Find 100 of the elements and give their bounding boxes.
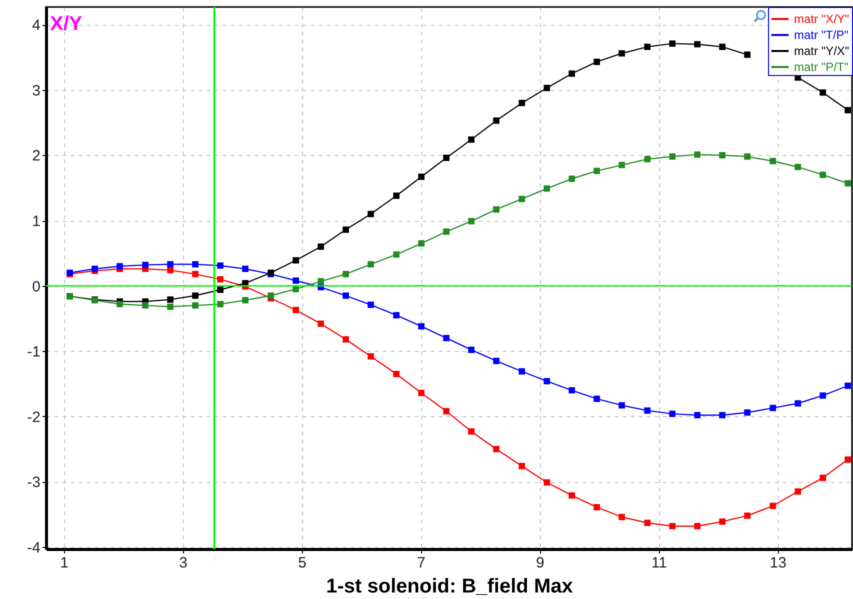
x-axis-title: 1-st solenoid: B_field Max [326, 576, 573, 598]
legend-label: matr "Y/X" [794, 44, 850, 58]
point [694, 522, 701, 530]
point [192, 270, 198, 278]
point [167, 261, 174, 268]
point [192, 302, 198, 309]
point [844, 107, 851, 114]
point [318, 278, 324, 284]
point [167, 267, 174, 274]
point [719, 412, 726, 418]
point [393, 192, 400, 199]
point [770, 502, 776, 510]
point [820, 172, 826, 178]
point [719, 152, 726, 158]
point [368, 302, 374, 308]
point [618, 402, 625, 408]
point [644, 407, 651, 414]
legend-label: matr "P/T" [794, 60, 849, 74]
chart-title: X/Y [50, 13, 83, 35]
point [844, 456, 851, 463]
point [744, 512, 750, 519]
point [292, 277, 299, 284]
point [744, 409, 750, 416]
point [468, 428, 474, 435]
point [493, 206, 500, 213]
point [217, 286, 224, 293]
point [719, 44, 726, 50]
y-tick-label: 2 [32, 148, 40, 165]
point [443, 408, 450, 414]
x-tick-label: 13 [770, 554, 786, 572]
point [770, 158, 776, 164]
point [192, 292, 198, 299]
point [694, 412, 701, 418]
point [342, 336, 349, 343]
point [493, 446, 500, 452]
point [292, 306, 299, 314]
point [694, 151, 701, 158]
point [242, 266, 248, 272]
point [594, 396, 600, 402]
point [418, 390, 425, 396]
point [342, 270, 349, 278]
point [318, 243, 324, 250]
point [292, 286, 299, 292]
point [342, 226, 349, 233]
point [418, 174, 425, 180]
point [820, 89, 826, 96]
y-tick-label: -2 [27, 408, 40, 426]
x-tick-label: 7 [417, 554, 426, 572]
y-tick-label: 4 [32, 17, 40, 34]
point [594, 168, 600, 174]
point [368, 210, 374, 218]
point [393, 370, 400, 378]
point [744, 153, 750, 160]
point [794, 400, 802, 407]
point [518, 368, 526, 375]
legend-label: matr "T/P" [794, 28, 849, 42]
point [292, 257, 299, 264]
point [669, 410, 676, 417]
point [669, 40, 676, 47]
point [669, 153, 676, 160]
y-tick-label: 0 [32, 278, 40, 296]
point [568, 492, 575, 499]
point [544, 479, 550, 486]
point [820, 392, 826, 399]
point [167, 296, 174, 303]
y-tick-label: -4 [27, 540, 40, 557]
point [568, 70, 575, 77]
x-tick-label: 3 [179, 554, 188, 572]
point [719, 518, 726, 525]
point [694, 41, 701, 48]
point [644, 44, 651, 50]
point [368, 353, 374, 360]
point [418, 240, 425, 247]
legend-label: matr "X/Y" [794, 12, 850, 26]
point [644, 156, 651, 162]
point [770, 404, 776, 412]
point [393, 312, 400, 318]
point [418, 323, 425, 330]
point [217, 276, 224, 282]
point [618, 514, 625, 520]
y-tick-label: 1 [32, 213, 40, 230]
point [318, 320, 324, 327]
point [518, 196, 526, 202]
point [192, 261, 198, 268]
point [393, 251, 400, 258]
point [794, 488, 802, 495]
x-tick-label: 11 [651, 554, 667, 572]
point [217, 300, 224, 308]
point [443, 228, 450, 235]
y-tick-label: -3 [27, 474, 40, 492]
point [468, 218, 474, 224]
point [116, 263, 123, 270]
point [142, 302, 148, 309]
point [618, 50, 625, 57]
point [544, 84, 550, 92]
point [242, 297, 248, 304]
point [820, 474, 826, 481]
x-tick-label: 9 [536, 554, 544, 572]
point [669, 522, 676, 530]
point [544, 185, 550, 192]
